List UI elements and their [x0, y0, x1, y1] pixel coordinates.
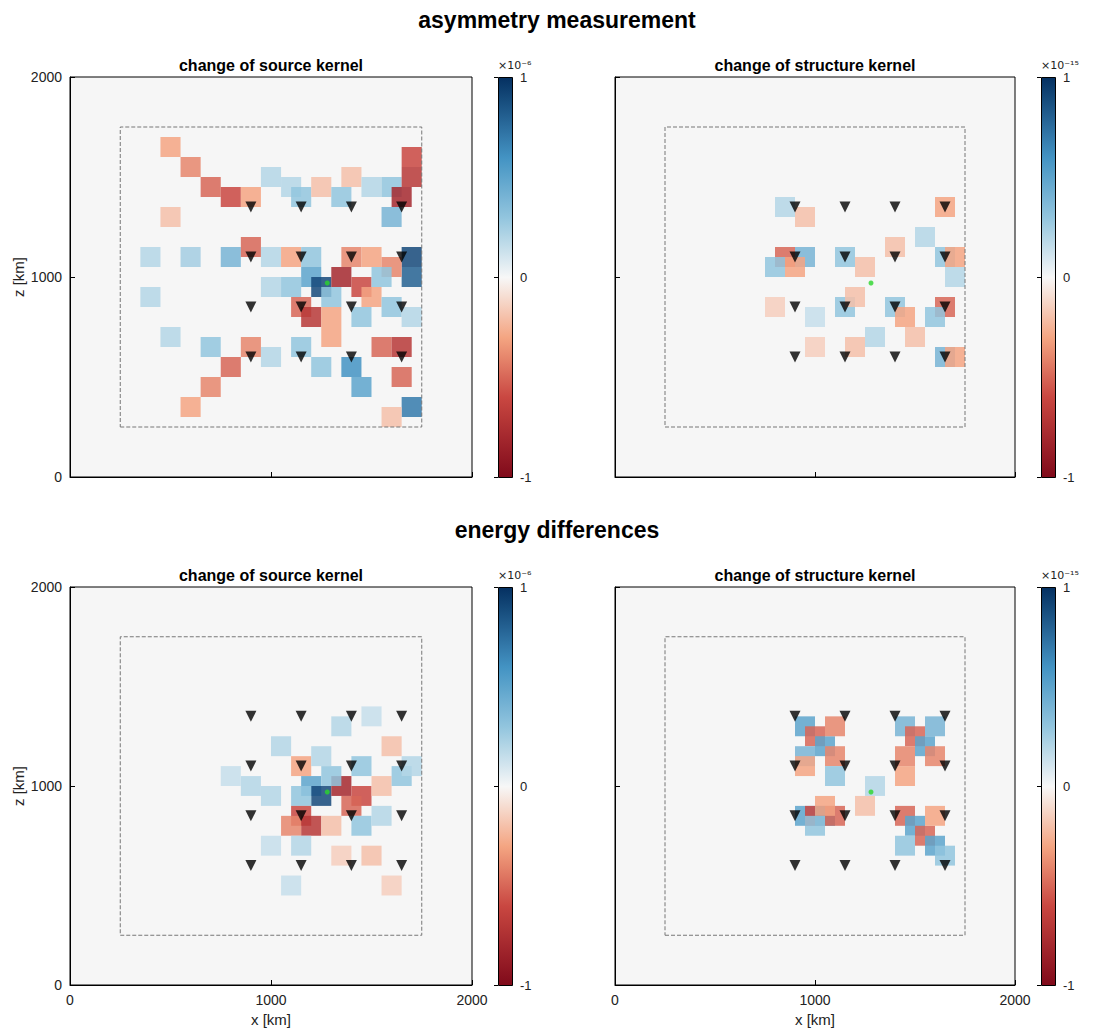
svg-text:change of structure kernel: change of structure kernel	[715, 57, 916, 74]
svg-text:0: 0	[54, 469, 62, 485]
svg-text:x [km]: x [km]	[251, 1011, 291, 1028]
svg-text:2000: 2000	[456, 992, 487, 1008]
svg-text:-1: -1	[520, 470, 532, 485]
svg-text:1: 1	[1063, 70, 1070, 85]
svg-text:0: 0	[520, 270, 527, 285]
svg-text:×10⁻¹⁵: ×10⁻¹⁵	[1041, 569, 1079, 582]
svg-text:change of structure kernel: change of structure kernel	[715, 567, 916, 584]
svg-text:x [km]: x [km]	[795, 1011, 835, 1028]
svg-text:-1: -1	[1063, 978, 1075, 993]
svg-text:0: 0	[1063, 270, 1070, 285]
svg-text:z [km]: z [km]	[10, 257, 27, 297]
svg-text:1: 1	[1063, 580, 1070, 595]
svg-text:energy differences: energy differences	[455, 517, 660, 543]
svg-text:1000: 1000	[31, 778, 62, 794]
svg-text:1000: 1000	[799, 992, 830, 1008]
svg-text:z [km]: z [km]	[10, 766, 27, 806]
svg-text:0: 0	[520, 779, 527, 794]
svg-text:change of source kernel: change of source kernel	[179, 567, 363, 584]
svg-text:-1: -1	[1063, 470, 1075, 485]
svg-text:0: 0	[611, 992, 619, 1008]
svg-text:-1: -1	[520, 978, 532, 993]
svg-text:0: 0	[1063, 779, 1070, 794]
svg-text:1000: 1000	[255, 992, 286, 1008]
svg-text:1: 1	[520, 580, 527, 595]
svg-text:1000: 1000	[31, 269, 62, 285]
svg-text:2000: 2000	[999, 992, 1030, 1008]
svg-text:×10⁻¹⁵: ×10⁻¹⁵	[1041, 59, 1079, 72]
svg-text:0: 0	[54, 977, 62, 993]
svg-text:×10⁻⁶: ×10⁻⁶	[498, 569, 532, 582]
svg-text:2000: 2000	[31, 69, 62, 85]
svg-text:change of source kernel: change of source kernel	[179, 57, 363, 74]
svg-text:0: 0	[66, 992, 74, 1008]
svg-text:asymmetry measurement: asymmetry measurement	[418, 7, 696, 33]
svg-text:1: 1	[520, 70, 527, 85]
svg-text:2000: 2000	[31, 579, 62, 595]
svg-text:×10⁻⁶: ×10⁻⁶	[498, 59, 532, 72]
